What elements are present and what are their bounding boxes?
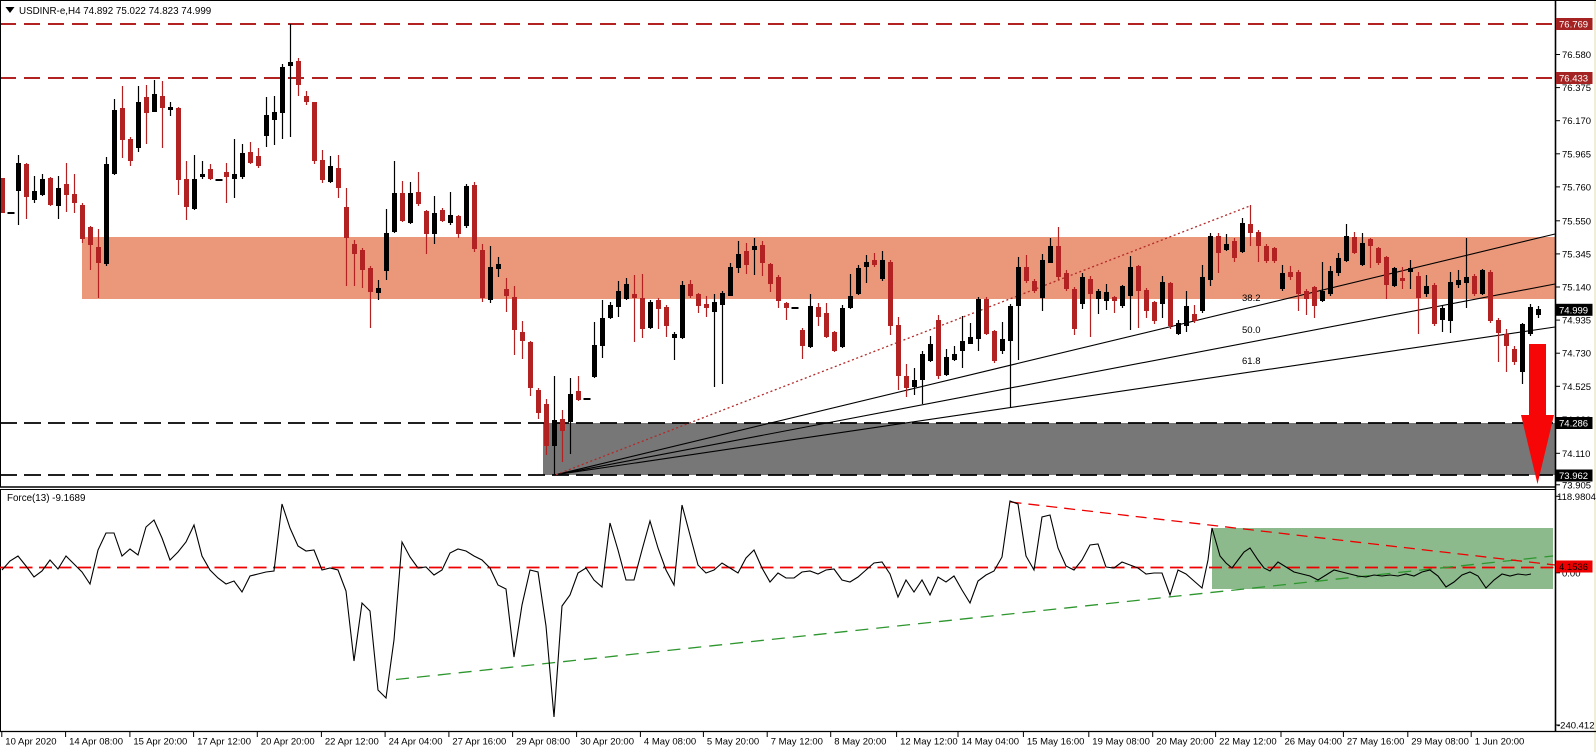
svg-text:27 May 16:00: 27 May 16:00 <box>1347 737 1405 748</box>
svg-text:24 Apr 04:00: 24 Apr 04:00 <box>389 737 443 748</box>
svg-text:27 Apr 16:00: 27 Apr 16:00 <box>452 737 506 748</box>
svg-text:19 May 08:00: 19 May 08:00 <box>1092 737 1150 748</box>
svg-text:30 Apr 20:00: 30 Apr 20:00 <box>580 737 634 748</box>
svg-text:4 May 08:00: 4 May 08:00 <box>644 737 696 748</box>
svg-text:5 May 20:00: 5 May 20:00 <box>707 737 759 748</box>
svg-text:75.965: 75.965 <box>1562 149 1591 160</box>
svg-text:0.00: 0.00 <box>1562 568 1581 579</box>
svg-text:76.769: 76.769 <box>1559 20 1588 31</box>
svg-text:20 Apr 20:00: 20 Apr 20:00 <box>261 737 315 748</box>
svg-text:61.8: 61.8 <box>1242 356 1261 367</box>
svg-text:75.550: 75.550 <box>1562 216 1591 227</box>
svg-text:17 Apr 12:00: 17 Apr 12:00 <box>197 737 251 748</box>
svg-text:14 Apr 08:00: 14 Apr 08:00 <box>69 737 123 748</box>
svg-text:Force(13) -9.1689: Force(13) -9.1689 <box>7 493 85 504</box>
svg-text:4.1536: 4.1536 <box>1559 562 1588 573</box>
svg-text:74.286: 74.286 <box>1559 419 1588 430</box>
svg-text:74.730: 74.730 <box>1562 349 1591 360</box>
svg-text:15 May 16:00: 15 May 16:00 <box>1027 737 1085 748</box>
svg-text:76.170: 76.170 <box>1562 116 1591 127</box>
svg-text:20 May 20:00: 20 May 20:00 <box>1156 737 1214 748</box>
svg-text:76.433: 76.433 <box>1559 74 1588 85</box>
svg-text:8 May 20:00: 8 May 20:00 <box>834 737 886 748</box>
svg-text:1 Jun 20:00: 1 Jun 20:00 <box>1475 737 1525 748</box>
svg-text:14 May 04:00: 14 May 04:00 <box>962 737 1020 748</box>
svg-text:75.760: 75.760 <box>1562 182 1591 193</box>
svg-text:74.935: 74.935 <box>1562 316 1591 327</box>
svg-text:29 May 08:00: 29 May 08:00 <box>1411 737 1469 748</box>
svg-text:50.0: 50.0 <box>1242 325 1261 336</box>
svg-text:7 May 12:00: 7 May 12:00 <box>771 737 823 748</box>
svg-text:73.905: 73.905 <box>1562 480 1591 491</box>
svg-text:29 Apr 08:00: 29 Apr 08:00 <box>516 737 570 748</box>
svg-text:76.375: 76.375 <box>1562 83 1591 94</box>
svg-text:22 Apr 12:00: 22 Apr 12:00 <box>325 737 379 748</box>
svg-text:USDINR-e,H4 74.892 75.022 74.: USDINR-e,H4 74.892 75.022 74.823 74.999 <box>19 6 211 17</box>
svg-text:26 May 04:00: 26 May 04:00 <box>1285 737 1343 748</box>
svg-text:75.140: 75.140 <box>1562 283 1591 294</box>
svg-text:75.345: 75.345 <box>1562 249 1591 260</box>
svg-text:118.9804: 118.9804 <box>1557 492 1596 503</box>
svg-text:-240.412: -240.412 <box>1557 721 1595 732</box>
svg-text:74.525: 74.525 <box>1562 382 1591 393</box>
svg-text:10 Apr 2020: 10 Apr 2020 <box>5 737 56 748</box>
svg-text:38.2: 38.2 <box>1242 293 1261 304</box>
svg-text:74.110: 74.110 <box>1562 449 1590 460</box>
svg-text:15 Apr 20:00: 15 Apr 20:00 <box>133 737 187 748</box>
svg-text:22 May 12:00: 22 May 12:00 <box>1219 737 1277 748</box>
svg-text:12 May 12:00: 12 May 12:00 <box>900 737 958 748</box>
svg-text:76.580: 76.580 <box>1562 50 1591 61</box>
svg-text:73.962: 73.962 <box>1559 471 1588 482</box>
svg-text:74.999: 74.999 <box>1559 305 1588 316</box>
